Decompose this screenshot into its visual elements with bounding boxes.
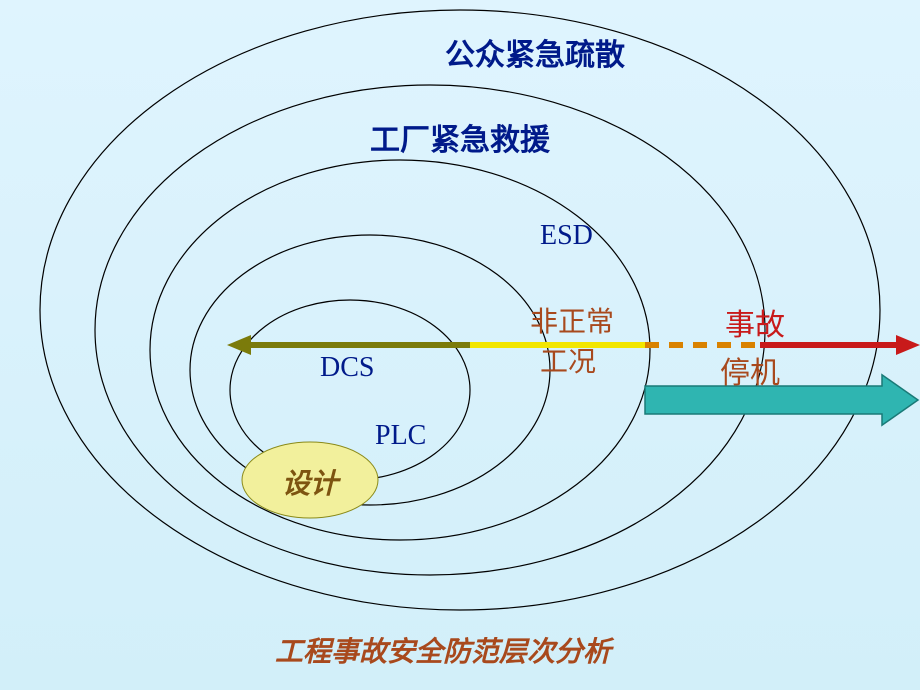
label-abnormal-line1: 非正常 xyxy=(530,300,614,340)
diagram-svg xyxy=(0,0,920,690)
label-dcs: DCS xyxy=(320,352,374,384)
label-public-evacuation: 公众紧急疏散 xyxy=(445,30,625,74)
label-title: 工程事故安全防范层次分析 xyxy=(275,630,611,670)
label-design: 设计 xyxy=(282,462,338,502)
label-plant-rescue: 工厂紧急救援 xyxy=(370,115,550,159)
label-plc: PLC xyxy=(375,420,426,452)
label-abnormal-line2: 工况 xyxy=(540,340,596,380)
label-esd: ESD xyxy=(540,220,593,252)
diagram-stage: 公众紧急疏散工厂紧急救援 ESD 非正常工况 DCS PLC 设计 事故停机工程事故安全防范… xyxy=(0,0,920,690)
label-shutdown: 停机 xyxy=(720,348,780,392)
label-accident: 事故 xyxy=(725,300,785,344)
